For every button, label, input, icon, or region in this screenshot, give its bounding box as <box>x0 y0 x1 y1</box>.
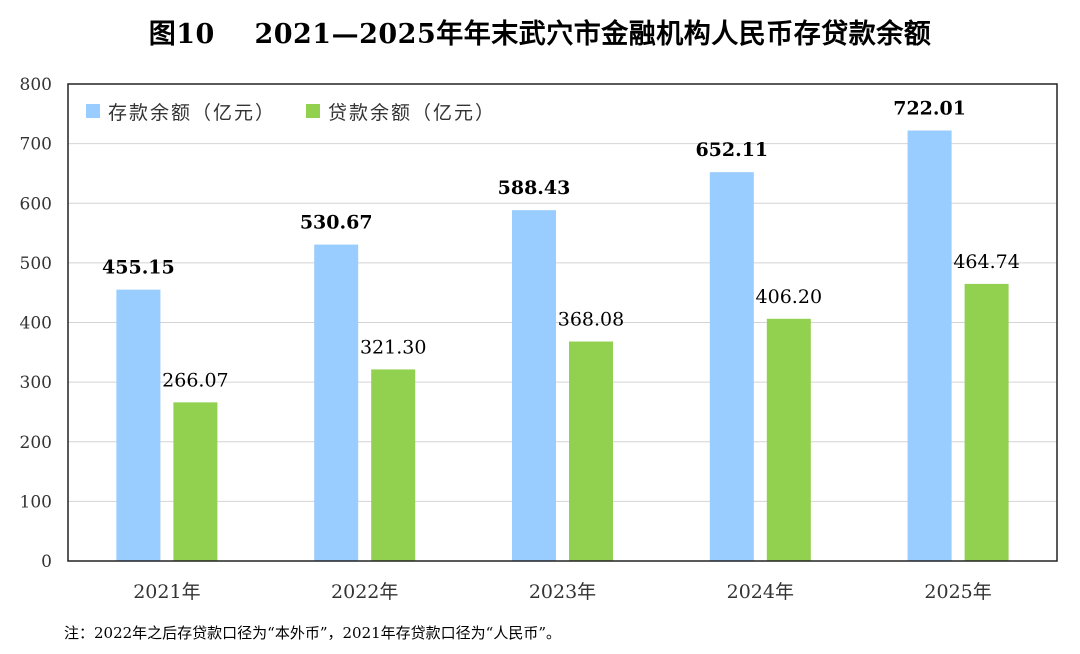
legend: 存款余额（亿元） 贷款余额（亿元） <box>86 102 496 124</box>
data-label-deposits: 722.01 <box>893 98 966 120</box>
data-label-deposits: 588.43 <box>498 177 571 199</box>
bar-deposits <box>907 130 952 562</box>
y-tick-label: 600 <box>20 194 52 214</box>
bar-loans <box>964 283 1009 561</box>
data-label-loans: 406.20 <box>756 286 822 308</box>
bar-loans <box>766 318 811 561</box>
bar-deposits <box>116 289 161 561</box>
legend-swatch-loans <box>306 104 320 118</box>
y-tick-label: 400 <box>20 314 52 334</box>
bar-deposits <box>314 244 359 561</box>
y-axis-ticks: 0 100 200 300 400 500 600 700 800 <box>20 75 52 572</box>
gridlines <box>68 143 1057 502</box>
x-tick-label: 2025年 <box>924 581 991 603</box>
footnote: 注：2022年之后存贷款口径为“本外币”，2021年存贷款口径为“人民币”。 <box>64 624 562 642</box>
bar-loans <box>371 369 416 561</box>
y-tick-label: 300 <box>20 373 52 393</box>
plot-frame <box>67 83 1058 562</box>
x-tick-label: 2024年 <box>727 581 794 603</box>
x-tick-label: 2021年 <box>133 581 200 603</box>
bar-loans <box>173 402 218 561</box>
x-axis-ticks: 2021年 2022年 2023年 2024年 2025年 <box>133 581 992 603</box>
data-label-deposits: 530.67 <box>300 212 373 234</box>
bars <box>116 130 1009 562</box>
y-tick-label: 800 <box>20 75 52 95</box>
data-labels: 455.15 266.07 530.67 321.30 588.43 368.08 652.… <box>102 98 1020 392</box>
x-tick-label: 2023年 <box>529 581 596 603</box>
data-label-deposits: 652.11 <box>695 139 768 161</box>
y-tick-label: 500 <box>20 254 52 274</box>
legend-label-loans: 贷款余额（亿元） <box>328 102 496 124</box>
bar-deposits <box>512 210 556 561</box>
y-tick-label: 700 <box>20 135 52 155</box>
data-label-loans: 266.07 <box>162 369 228 391</box>
y-tick-label: 0 <box>41 552 52 572</box>
bar-loans <box>569 341 613 561</box>
bar-deposits <box>709 172 754 561</box>
data-label-deposits: 455.15 <box>102 257 175 279</box>
legend-label-deposits: 存款余额（亿元） <box>108 102 276 124</box>
chart-title: 图10 2021—2025年年末武穴市金融机构人民币存贷款余额 <box>148 19 932 50</box>
data-label-loans: 368.08 <box>558 309 624 331</box>
data-label-loans: 464.74 <box>953 251 1019 273</box>
y-tick-label: 100 <box>20 492 52 512</box>
x-tick-label: 2022年 <box>331 581 398 603</box>
data-label-loans: 321.30 <box>360 336 426 358</box>
y-tick-label: 200 <box>20 433 52 453</box>
legend-swatch-deposits <box>86 104 100 118</box>
